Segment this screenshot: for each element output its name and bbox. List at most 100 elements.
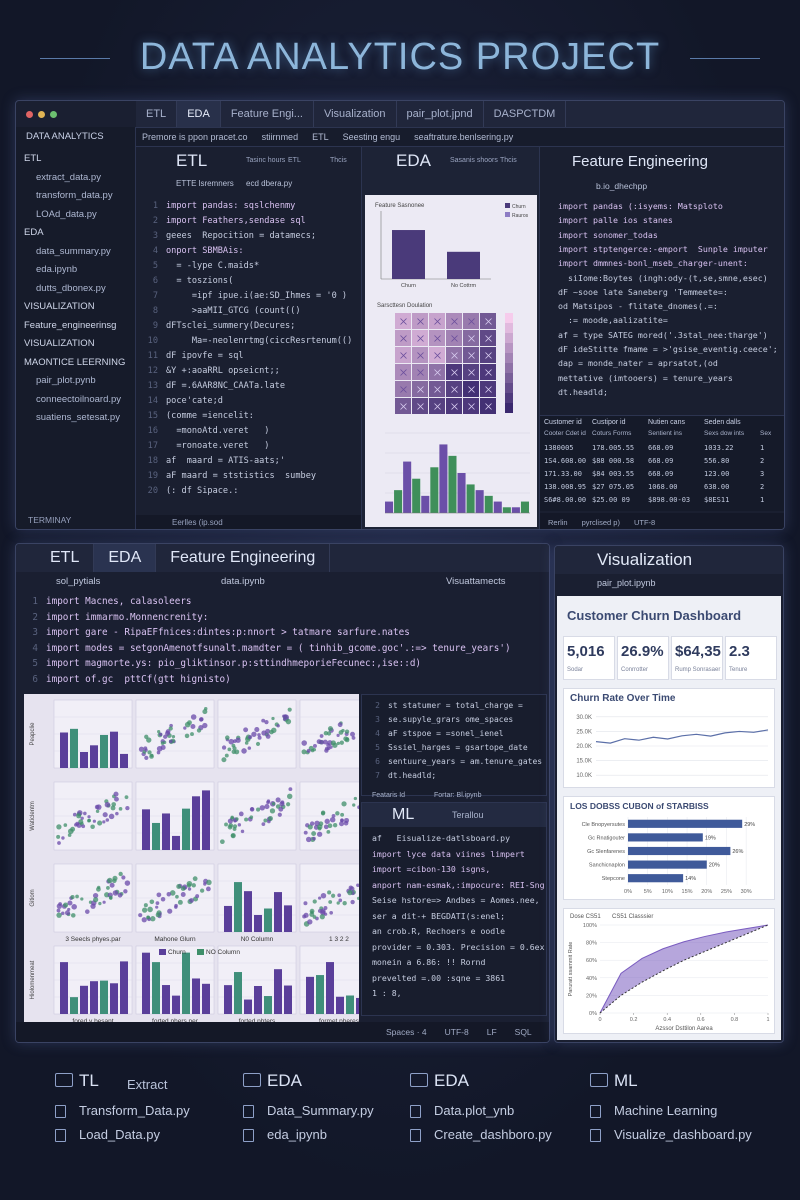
file-icon (590, 1105, 601, 1118)
panel-title[interactable]: ML (392, 806, 415, 823)
side-code-panel: 2 3 4 5 6 7 st statumer = total_charge = se.sup… (361, 694, 547, 796)
tab[interactable]: EDA (94, 544, 157, 572)
folder-item[interactable]: VISUALIZATION (24, 301, 95, 312)
tab[interactable]: Feataris Id (372, 792, 406, 799)
code-line: import lyce data viines limpert (372, 848, 525, 859)
hist-bar (326, 962, 334, 1014)
scatter-dot (286, 802, 291, 807)
footer-item[interactable]: Create_dashboro.py (434, 1127, 552, 1142)
file-item[interactable]: extract_data.py (36, 171, 101, 183)
file-item[interactable]: LOAd_data.py (36, 208, 97, 220)
code-line: ser a dit-+ BEGDATI(s:enel; (372, 910, 506, 921)
bar-chart: 0% 5% 10% 15% 20% 25% 30% Cle Bnopyersutes 29% Gc… (582, 817, 755, 895)
scatter-dot (149, 754, 154, 759)
tab[interactable]: Terallou (452, 810, 484, 820)
file-item[interactable]: eda.ipynb (36, 264, 78, 275)
file-tab[interactable]: pair_plot.ipynb (597, 578, 656, 588)
scatter-dot (114, 796, 119, 802)
footer-item[interactable]: Machine Learning (614, 1103, 718, 1118)
scatter-dot (141, 907, 148, 913)
kpi-label: Sodar (567, 667, 584, 673)
file-item[interactable]: conneectoilnoard.py (36, 393, 122, 405)
file-tab[interactable]: ecd dbera.py (246, 179, 293, 188)
bar (628, 833, 703, 842)
tab[interactable]: Visualization (314, 101, 397, 127)
cell-cross (417, 386, 424, 393)
scatter-dot (350, 731, 355, 737)
scatter-dot (160, 741, 165, 745)
y-tick-label: 0% (589, 1011, 597, 1017)
file-tab[interactable]: sol_pytials (56, 576, 101, 587)
panel-title[interactable]: Visualization (597, 550, 693, 569)
file-tab[interactable]: Visuattamects (446, 576, 506, 587)
line-number: 4 (152, 246, 158, 256)
kpi-value: $64,35 (675, 643, 721, 660)
file-item[interactable]: data_summary.py (36, 245, 111, 257)
code-line: import pandas: sqslchenmy (166, 201, 296, 211)
scatter-dot (160, 896, 166, 902)
scatter-dot (72, 812, 77, 817)
subtab[interactable]: Tasinc hours (246, 157, 286, 164)
subtab[interactable]: ETL (288, 157, 301, 164)
tab[interactable]: Feature Engi... (221, 101, 314, 127)
folder-item[interactable]: EDA (24, 227, 44, 238)
folder-item[interactable]: MAONTICE LEERNING (24, 356, 126, 368)
footer-item[interactable]: Load_Data.py (79, 1127, 160, 1142)
tab[interactable]: Fortar: Bl.ipynb (434, 792, 482, 799)
column-label: forted phers.per (152, 1018, 199, 1024)
line-number: 8 (152, 306, 158, 316)
scatter-dot (264, 804, 270, 810)
status-item: Spaces · 4 (386, 1027, 427, 1037)
scatter-dot (166, 892, 172, 897)
footer-item[interactable]: Transform_Data.py (79, 1103, 190, 1118)
file-tab[interactable]: b.io_dhechpp (596, 181, 648, 191)
scatter-dot (155, 901, 160, 905)
scatter-dot (244, 741, 249, 745)
file-tab[interactable]: ETTE lsremners (176, 179, 234, 188)
footer-item[interactable]: eda_ipynb (267, 1127, 327, 1142)
code-line: od Matsipos - flitate_dnomes(.=: (558, 301, 718, 312)
tab[interactable]: ETL (136, 101, 178, 127)
file-icon (410, 1105, 421, 1118)
subtab[interactable]: Thcis (330, 157, 347, 164)
file-item[interactable]: suatiens_setesat.py (36, 412, 120, 423)
scatter-dot (329, 816, 336, 823)
scatter-dot (67, 907, 71, 912)
tab[interactable]: DASPCTDM (484, 101, 567, 127)
file-item[interactable]: pair_plot.pynb (36, 375, 96, 386)
file-item[interactable]: transform_data.py (36, 190, 113, 201)
line-number: 17 (147, 441, 158, 451)
scatter-dot (356, 896, 359, 901)
tab[interactable]: Feature Engineering (156, 544, 331, 572)
scatter-dot (102, 820, 106, 824)
value-label: 26% (732, 849, 743, 855)
file-tab[interactable]: data.ipynb (221, 576, 265, 587)
scatter-dot (198, 717, 204, 722)
scatter-dot (71, 904, 77, 910)
subtab[interactable]: Thcis (500, 157, 517, 164)
footer-item[interactable]: Data_Summary.py (267, 1103, 374, 1118)
table-cell: 1033.22 (704, 444, 734, 452)
folder-item[interactable]: ETL (24, 153, 42, 164)
file-item[interactable]: dutts_dbonex.py (36, 282, 106, 294)
tab[interactable]: ETL (16, 544, 95, 572)
folder-item[interactable]: VISUALIZATION (24, 338, 95, 349)
scatter-dot (156, 892, 162, 898)
folder-item[interactable]: Feature_engineerinsg (24, 319, 117, 331)
tab[interactable]: EDA (177, 101, 221, 127)
tab[interactable]: pair_plot.jpnd (397, 101, 484, 127)
heatmap: Sarscttesn Doulation (377, 303, 513, 414)
hist-bar (284, 985, 292, 1014)
file-icon (55, 1105, 66, 1118)
scatter-dot (190, 723, 196, 729)
x-axis-label: Azssor Dsttilon Aarea (655, 1026, 713, 1032)
scatter-dot (112, 890, 119, 896)
status-item: pyrclised p) (581, 517, 620, 527)
footer-item[interactable]: Data.plot_ynb (434, 1103, 515, 1118)
footer-heading: EDA (434, 1071, 469, 1090)
hist-bar (346, 995, 354, 1014)
footer-item[interactable]: Visualize_dashboard.py (614, 1127, 752, 1142)
subtab[interactable]: Sasanis shoors (450, 157, 498, 164)
code-line: poce'cate;d (166, 396, 223, 406)
footer-heading: ML (614, 1071, 638, 1090)
